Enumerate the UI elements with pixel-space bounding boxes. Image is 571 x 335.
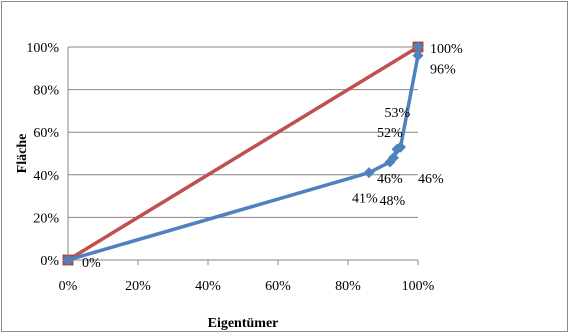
data-label: 0% bbox=[82, 256, 101, 271]
data-point-diamond bbox=[412, 41, 424, 53]
data-label: 46% bbox=[418, 172, 444, 187]
y-tick-label: 40% bbox=[33, 169, 59, 184]
data-point-diamond bbox=[388, 152, 399, 164]
data-point-diamond bbox=[62, 254, 74, 266]
x-axis-title: Eigentümer bbox=[208, 316, 279, 331]
x-tick-label: 80% bbox=[335, 279, 361, 294]
data-label: 52% bbox=[377, 126, 403, 141]
data-label: 100% bbox=[430, 42, 463, 57]
y-tick-label: 80% bbox=[33, 84, 59, 99]
x-tick-label: 60% bbox=[265, 279, 291, 294]
data-label: 48% bbox=[380, 194, 406, 209]
y-tick-label: 100% bbox=[26, 41, 59, 56]
y-axis-title: Fläche bbox=[15, 134, 30, 174]
y-tick-label: 0% bbox=[40, 254, 59, 269]
data-point-diamond bbox=[363, 167, 375, 179]
data-point-diamond bbox=[412, 50, 424, 62]
data-point-diamond bbox=[395, 141, 406, 153]
x-tick-label: 0% bbox=[59, 279, 78, 294]
data-label: 46% bbox=[377, 172, 403, 187]
y-tick-label: 20% bbox=[33, 211, 59, 226]
series-line-0 bbox=[67, 45, 419, 262]
x-tick-label: 100% bbox=[402, 279, 435, 294]
data-label: 53% bbox=[385, 106, 411, 121]
x-tick-label: 40% bbox=[195, 279, 221, 294]
x-tick-label: 20% bbox=[125, 279, 151, 294]
data-label: 96% bbox=[430, 63, 456, 78]
data-label: 41% bbox=[352, 192, 378, 207]
y-tick-label: 60% bbox=[33, 126, 59, 141]
